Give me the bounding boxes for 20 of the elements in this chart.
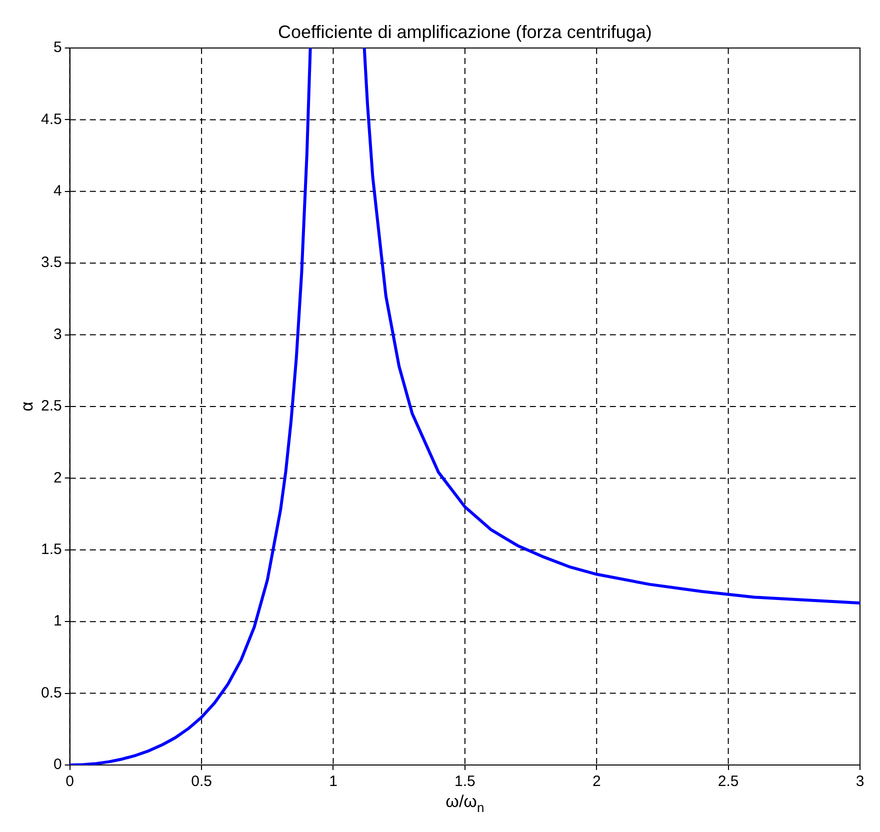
x-tick-label: 1.5 (454, 773, 476, 790)
y-tick-label: 5 (54, 39, 62, 56)
y-tick-label: 1.5 (40, 541, 62, 558)
x-tick-label: 1 (329, 773, 338, 790)
x-tick-label: 0 (66, 773, 74, 790)
x-tick-label: 2 (592, 773, 601, 790)
x-tick-label: 2.5 (718, 773, 739, 790)
y-tick-label: 0 (54, 756, 62, 774)
y-tick-label: 4.5 (40, 110, 62, 128)
chart-title: Coefficiente di amplificazione (forza centrifuga) (278, 22, 652, 42)
y-tick-label: 0.5 (40, 684, 62, 702)
y-tick-label: 1 (54, 612, 62, 630)
y-tick-label: 2.5 (40, 398, 62, 415)
y-tick-label: 3.5 (40, 254, 62, 272)
y-tick-label: 3 (54, 326, 62, 343)
y-tick-label: 2 (54, 469, 62, 486)
x-tick-label: 0.5 (191, 773, 212, 790)
y-axis-title: α (18, 401, 37, 412)
y-tick-label: 4 (54, 182, 62, 200)
x-tick-label: 3 (856, 773, 864, 790)
